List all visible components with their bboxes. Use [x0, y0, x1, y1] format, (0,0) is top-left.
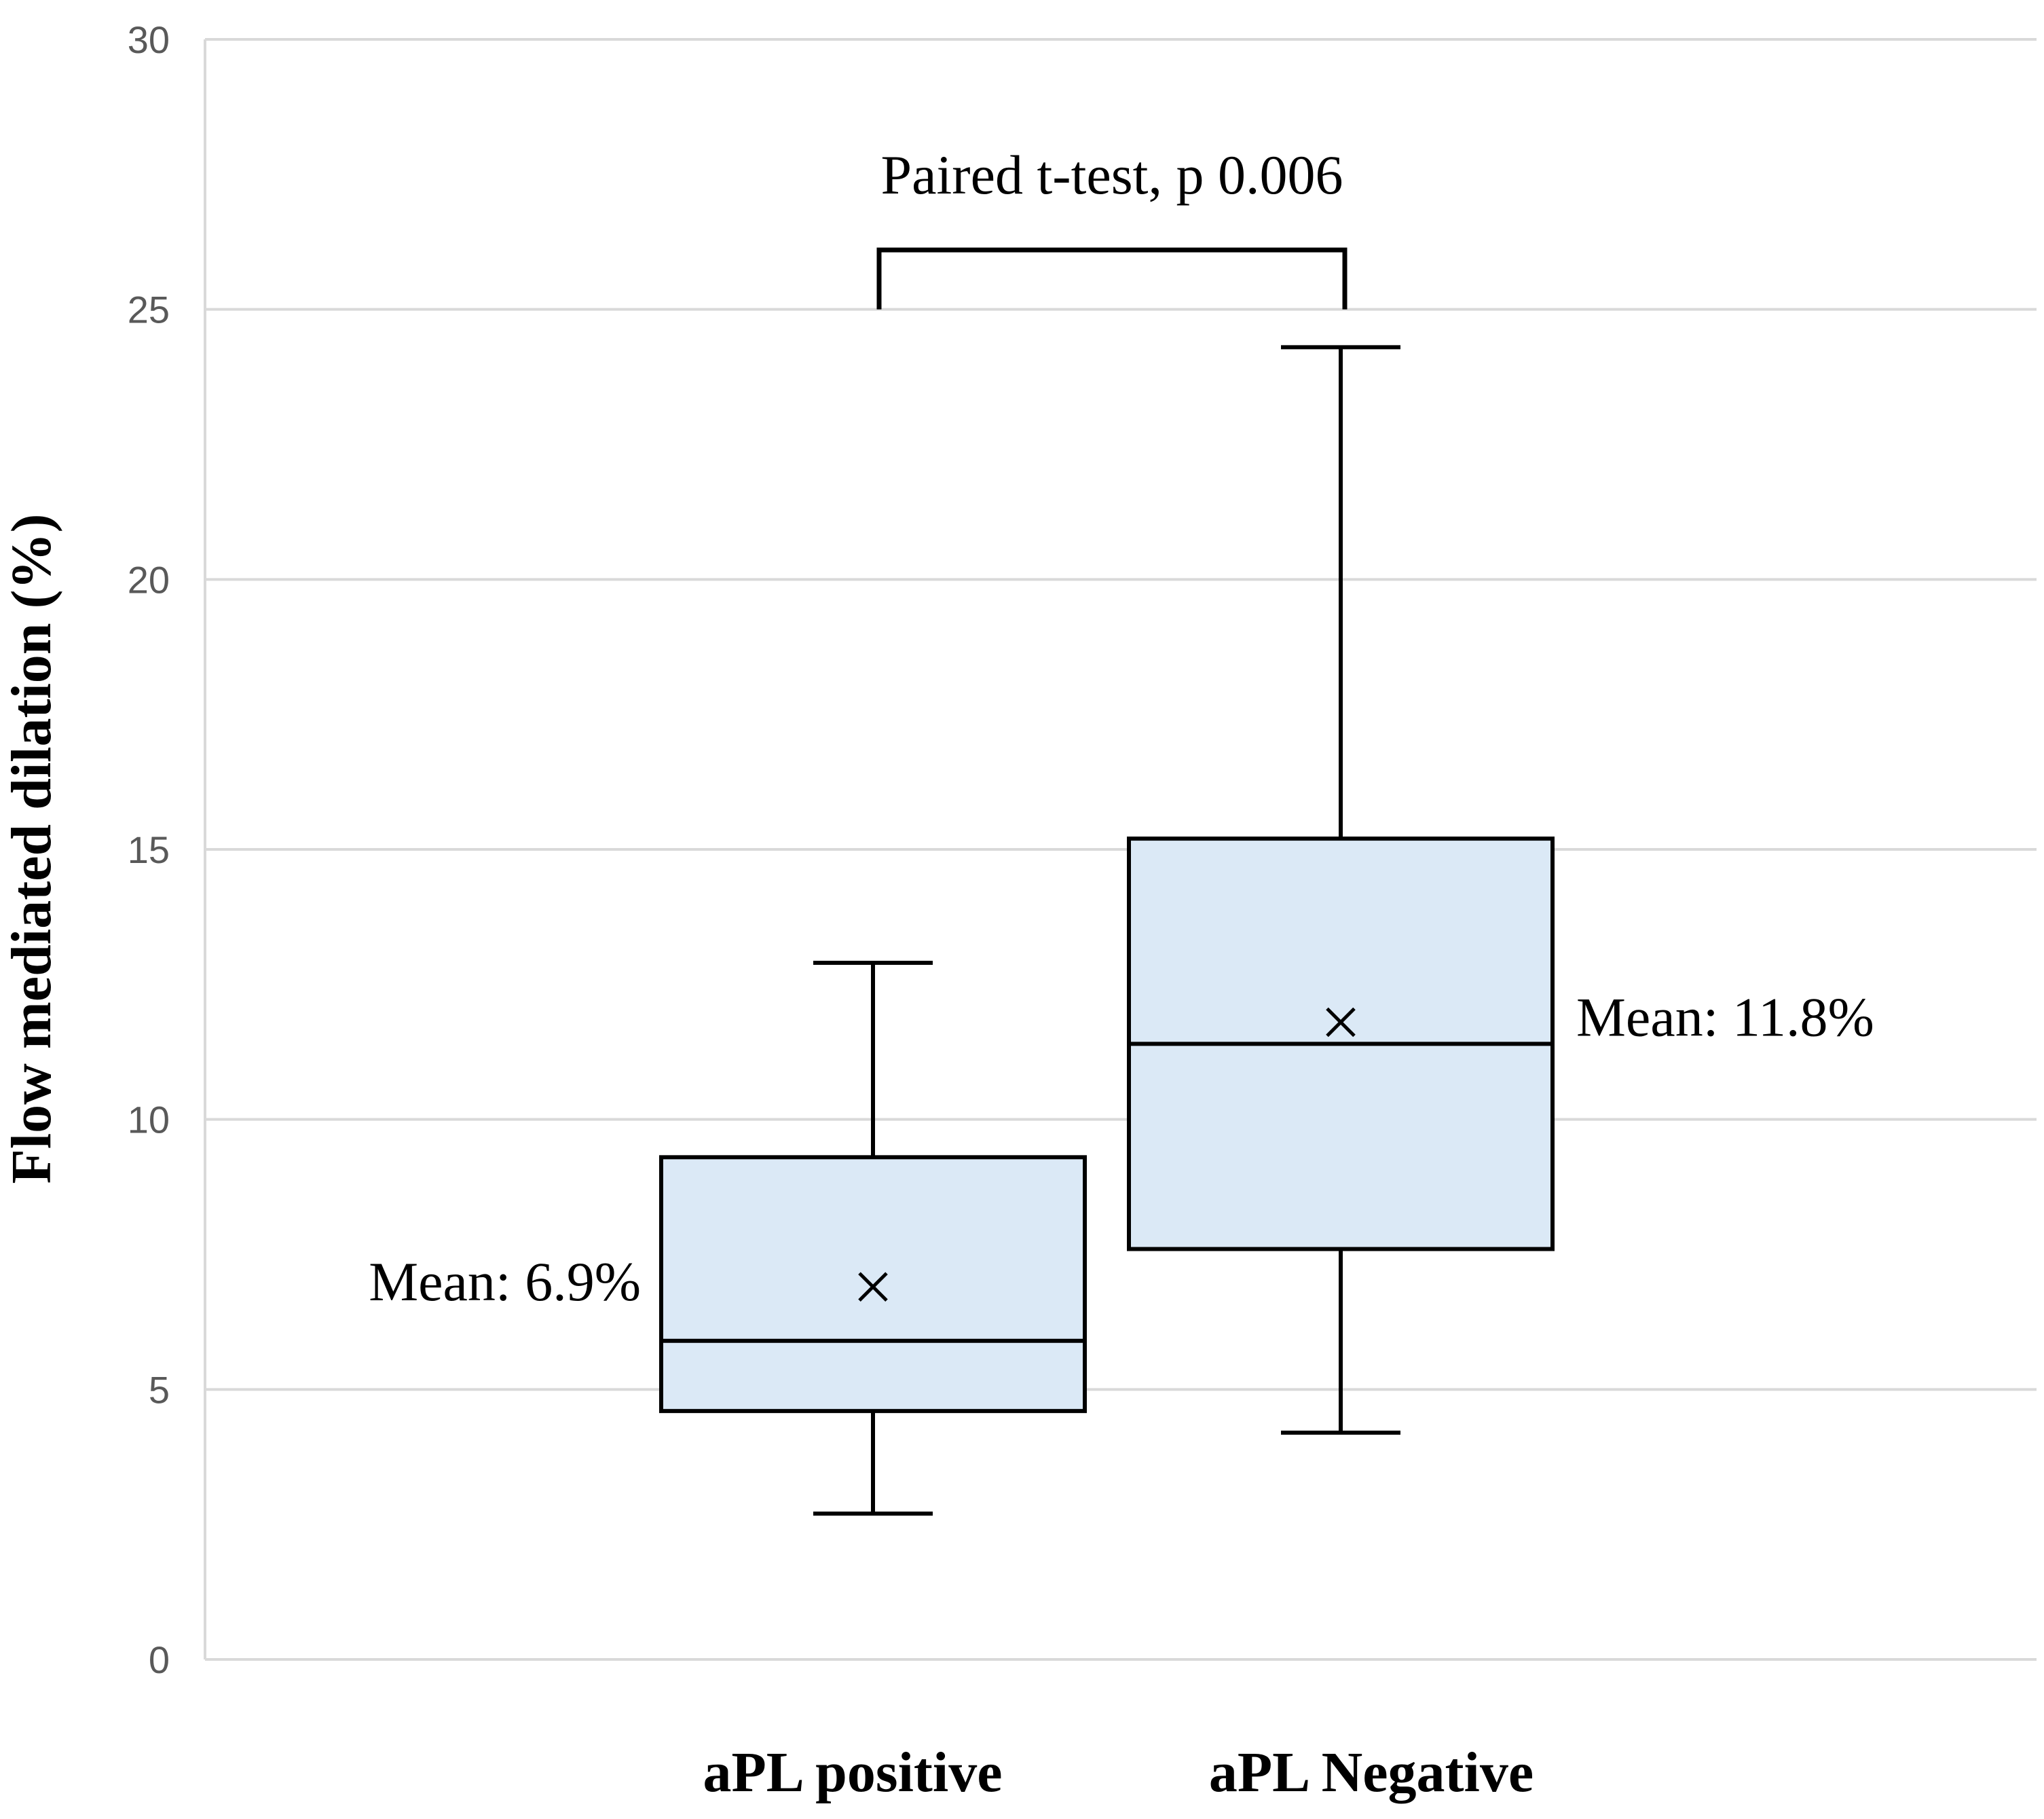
- significance-annotation: Paired t-test, p 0.006: [876, 144, 1348, 310]
- mean-label: Mean: 11.8%: [1576, 987, 1874, 1048]
- mean-label: Mean: 6.9%: [369, 1251, 641, 1312]
- gridlines: [204, 38, 2037, 1661]
- significance-label: Paired t-test, p 0.006: [881, 144, 1343, 206]
- iqr-box: [659, 1155, 1087, 1414]
- y-tick-label: 10: [128, 1099, 170, 1141]
- y-tick-label: 15: [128, 828, 170, 871]
- mean-marker: [1326, 1007, 1356, 1037]
- box-group: Mean: 6.9%: [369, 961, 1087, 1516]
- boxes: Mean: 6.9% Mean: 11.8%: [369, 345, 1874, 1516]
- x-category-label: aPL positive: [703, 1741, 1002, 1804]
- y-tick-label: 25: [128, 289, 170, 331]
- mean-marker: [858, 1272, 888, 1302]
- y-tick-label: 0: [149, 1638, 170, 1681]
- y-axis-label: Flow mediated dilation (%): [0, 514, 63, 1184]
- x-axis-categories: aPL positive aPL Negative: [703, 1741, 1534, 1804]
- y-tick-label: 5: [149, 1368, 170, 1411]
- box-group: Mean: 11.8%: [1127, 345, 1874, 1435]
- x-category-label: aPL Negative: [1209, 1741, 1534, 1804]
- y-tick-label: 20: [128, 558, 170, 601]
- significance-bracket: [876, 247, 1348, 310]
- y-tick-label: 30: [128, 18, 170, 61]
- y-axis-ticks: 0 5 10 15 20 25 30: [128, 18, 170, 1681]
